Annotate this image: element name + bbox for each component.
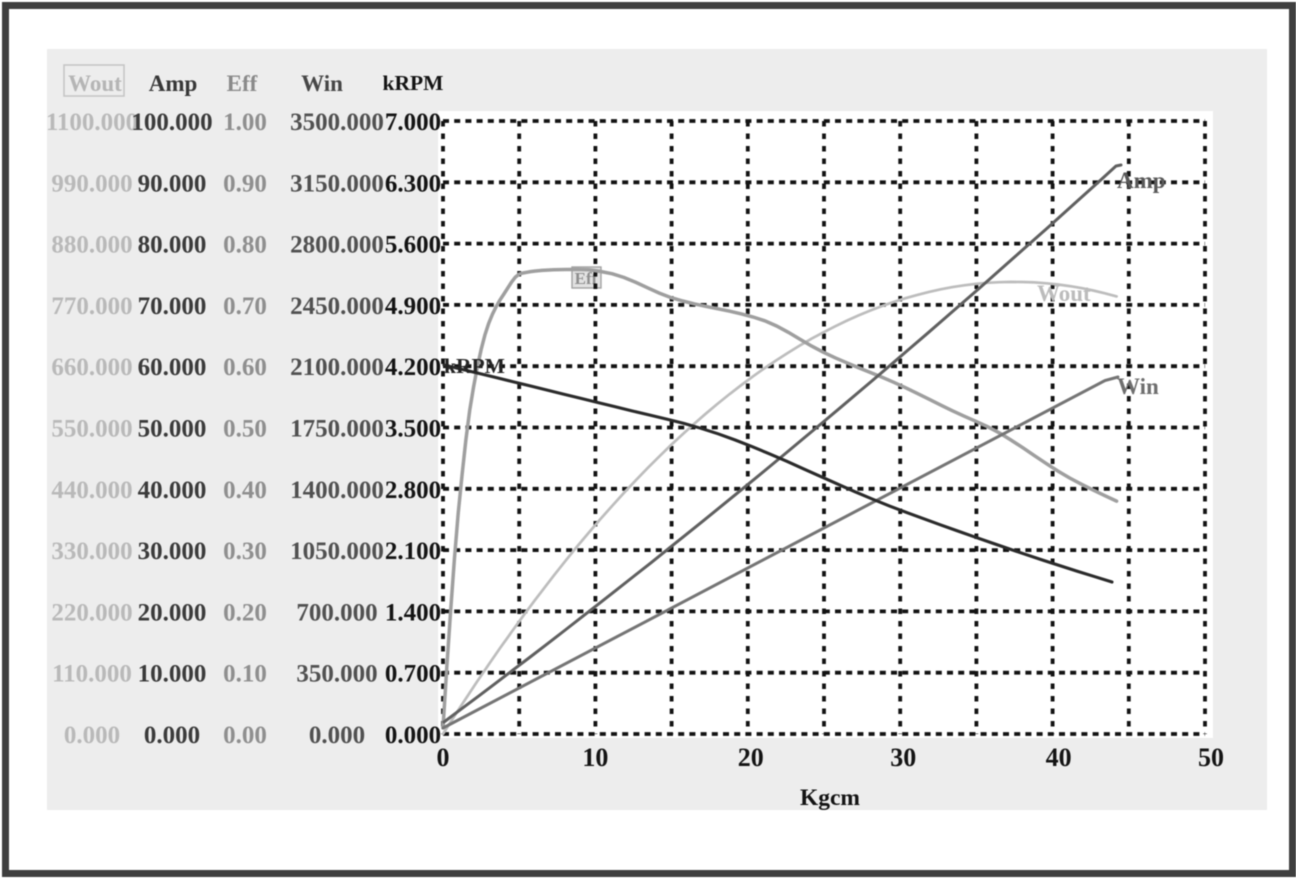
- svg-text:110.000: 110.000: [52, 661, 132, 688]
- svg-text:7.000: 7.000: [385, 109, 441, 136]
- svg-text:90.000: 90.000: [138, 170, 207, 197]
- svg-text:Wout: Wout: [1037, 281, 1091, 306]
- svg-text:0.700: 0.700: [385, 661, 441, 688]
- svg-text:0.000: 0.000: [144, 722, 200, 749]
- svg-text:0.60: 0.60: [223, 354, 267, 381]
- svg-text:60.000: 60.000: [138, 354, 207, 381]
- svg-text:0.000: 0.000: [64, 722, 120, 749]
- svg-text:0.10: 0.10: [223, 661, 267, 688]
- svg-text:Amp: Amp: [1117, 168, 1166, 193]
- svg-text:1100.000: 1100.000: [46, 109, 138, 136]
- svg-text:Kgcm: Kgcm: [800, 785, 860, 811]
- svg-text:kRPM: kRPM: [444, 354, 505, 378]
- svg-text:100.000: 100.000: [131, 109, 212, 136]
- svg-text:10: 10: [582, 743, 608, 772]
- svg-text:2.800: 2.800: [385, 477, 441, 504]
- svg-text:0.00: 0.00: [223, 722, 267, 749]
- svg-text:2800.000: 2800.000: [290, 232, 384, 259]
- svg-text:2100.000: 2100.000: [290, 354, 384, 381]
- svg-text:2.100: 2.100: [385, 538, 441, 565]
- svg-text:880.000: 880.000: [51, 232, 132, 259]
- svg-text:1750.000: 1750.000: [290, 416, 384, 443]
- svg-text:2450.000: 2450.000: [290, 293, 384, 320]
- svg-text:Wout: Wout: [68, 71, 122, 96]
- svg-text:30: 30: [890, 743, 916, 772]
- svg-text:0.70: 0.70: [223, 293, 267, 320]
- svg-text:6.300: 6.300: [385, 170, 441, 197]
- svg-text:770.000: 770.000: [51, 293, 132, 320]
- svg-text:550.000: 550.000: [51, 416, 132, 443]
- svg-text:70.000: 70.000: [138, 293, 207, 320]
- svg-text:Eff: Eff: [227, 71, 258, 96]
- svg-text:0.20: 0.20: [223, 599, 267, 626]
- svg-text:220.000: 220.000: [51, 599, 132, 626]
- svg-text:Win: Win: [1117, 374, 1159, 399]
- svg-text:80.000: 80.000: [138, 232, 207, 259]
- svg-text:3150.000: 3150.000: [290, 170, 384, 197]
- svg-text:40.000: 40.000: [138, 477, 207, 504]
- svg-text:Win: Win: [301, 71, 343, 96]
- svg-text:3.500: 3.500: [385, 416, 441, 443]
- svg-text:990.000: 990.000: [51, 170, 132, 197]
- svg-text:330.000: 330.000: [51, 538, 132, 565]
- svg-text:4.900: 4.900: [385, 293, 441, 320]
- svg-text:50.000: 50.000: [138, 416, 207, 443]
- svg-text:0.000: 0.000: [385, 722, 441, 749]
- svg-text:3500.000: 3500.000: [290, 109, 384, 136]
- svg-text:700.000: 700.000: [296, 599, 377, 626]
- svg-text:0.40: 0.40: [223, 477, 267, 504]
- svg-text:4.200: 4.200: [385, 354, 441, 381]
- svg-text:0.50: 0.50: [223, 416, 267, 443]
- svg-text:kRPM: kRPM: [383, 71, 444, 95]
- svg-text:1.400: 1.400: [385, 599, 441, 626]
- svg-text:5.600: 5.600: [385, 232, 441, 259]
- svg-text:0.90: 0.90: [223, 170, 267, 197]
- svg-text:440.000: 440.000: [51, 477, 132, 504]
- svg-text:40: 40: [1046, 743, 1072, 772]
- svg-text:0.80: 0.80: [223, 232, 267, 259]
- svg-text:0: 0: [437, 743, 450, 772]
- svg-text:20.000: 20.000: [138, 599, 207, 626]
- svg-text:20: 20: [738, 743, 764, 772]
- svg-text:350.000: 350.000: [296, 661, 377, 688]
- svg-text:0.30: 0.30: [223, 538, 267, 565]
- svg-text:Eff: Eff: [575, 269, 598, 288]
- svg-text:1050.000: 1050.000: [290, 538, 384, 565]
- svg-text:30.000: 30.000: [138, 538, 207, 565]
- svg-text:Amp: Amp: [149, 71, 198, 96]
- svg-text:50: 50: [1198, 743, 1224, 772]
- svg-text:0.000: 0.000: [309, 722, 365, 749]
- svg-text:1.00: 1.00: [223, 109, 267, 136]
- svg-text:10.000: 10.000: [138, 661, 207, 688]
- svg-text:660.000: 660.000: [51, 354, 132, 381]
- svg-text:1400.000: 1400.000: [290, 477, 384, 504]
